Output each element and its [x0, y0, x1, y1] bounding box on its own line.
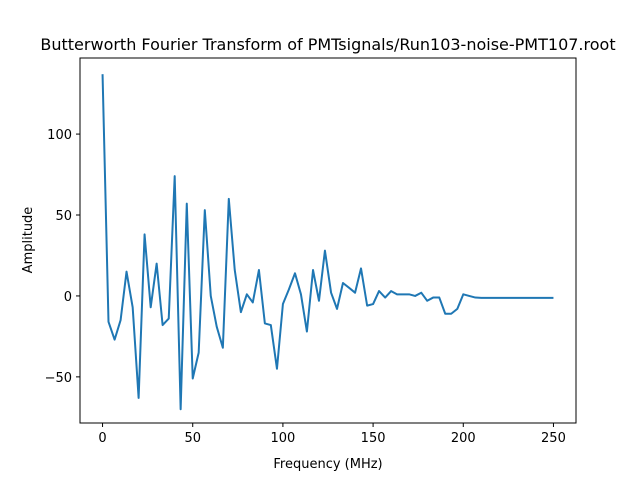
y-tick-label: 0 — [64, 290, 72, 305]
x-tick-label: 100 — [270, 431, 295, 446]
y-axis: −50 0 50 100 — [45, 128, 80, 386]
x-tick-label: 150 — [361, 431, 386, 446]
x-tick-label: 50 — [184, 431, 201, 446]
plot-area — [80, 58, 576, 423]
x-axis: 0 50 100 150 200 250 — [98, 423, 566, 446]
chart-title: Butterworth Fourier Transform of PMTsign… — [40, 35, 615, 54]
x-axis-title: Frequency (MHz) — [273, 457, 382, 472]
plot-frame — [79, 57, 577, 424]
x-tick-label: 250 — [541, 431, 566, 446]
y-tick-label: 50 — [55, 209, 72, 224]
series-line-0 — [101, 74, 554, 411]
series-layer — [101, 74, 554, 411]
x-tick-label: 0 — [98, 431, 106, 446]
y-tick-label: −50 — [45, 371, 72, 386]
x-tick-label: 200 — [451, 431, 476, 446]
y-tick-label: 100 — [47, 128, 72, 143]
y-axis-title: Amplitude — [21, 207, 36, 274]
